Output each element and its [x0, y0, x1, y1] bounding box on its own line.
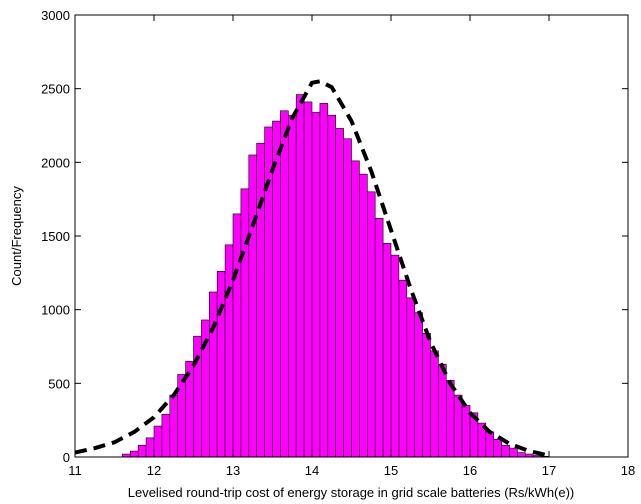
bar: [295, 94, 305, 458]
x-tick-label: 15: [384, 463, 398, 478]
bar: [398, 279, 408, 458]
bar: [351, 160, 360, 458]
bar: [177, 374, 186, 458]
bar: [382, 243, 392, 458]
bar: [248, 154, 258, 458]
bar: [406, 297, 415, 458]
bar: [430, 350, 439, 458]
y-axis-label: Count/Frequency: [9, 186, 24, 286]
bar: [366, 191, 376, 458]
bar: [453, 394, 463, 458]
bar: [209, 291, 218, 458]
y-tick-label: 1500: [41, 229, 70, 244]
bar: [445, 380, 455, 458]
bar: [390, 254, 400, 458]
bar: [509, 447, 518, 458]
x-tick-label: 11: [68, 463, 82, 478]
bar: [137, 444, 147, 458]
bar: [216, 271, 226, 458]
x-tick-label: 13: [226, 463, 240, 478]
bar: [153, 425, 163, 458]
bar: [327, 114, 336, 458]
x-tick-label: 14: [305, 463, 319, 478]
bar: [501, 444, 510, 458]
bar: [517, 452, 526, 458]
bar: [287, 114, 297, 458]
bar: [335, 128, 344, 458]
bar: [311, 111, 321, 458]
bar: [193, 335, 202, 458]
fit-curve: [74, 79, 550, 458]
x-tick-label: 12: [147, 463, 161, 478]
bar: [343, 138, 352, 458]
bar: [319, 103, 329, 458]
y-tick-label: 500: [48, 376, 70, 391]
bar: [169, 394, 179, 458]
bar: [374, 218, 384, 458]
bar: [303, 101, 313, 458]
bar: [130, 450, 139, 458]
y-tick-label: 2000: [41, 155, 70, 170]
x-axis-label: Levelised round-trip cost of energy stor…: [128, 485, 575, 500]
bar: [280, 110, 289, 458]
bar: [422, 332, 431, 458]
bar: [240, 188, 250, 458]
bar: [438, 363, 447, 458]
y-tick-label: 0: [63, 450, 70, 465]
bar: [493, 439, 502, 458]
bar: [414, 312, 423, 458]
bar: [485, 431, 494, 458]
bar: [161, 413, 171, 458]
x-tick-label: 18: [621, 463, 635, 478]
bar: [224, 244, 234, 458]
y-tick-label: 3000: [41, 8, 70, 23]
bar: [232, 213, 242, 458]
y-tick-label: 2500: [41, 82, 70, 97]
x-tick-label: 16: [463, 463, 477, 478]
bar: [264, 126, 273, 458]
x-tick-label: 17: [542, 463, 556, 478]
bar: [359, 173, 368, 458]
y-tick-label: 1000: [41, 303, 70, 318]
bar: [145, 437, 155, 458]
